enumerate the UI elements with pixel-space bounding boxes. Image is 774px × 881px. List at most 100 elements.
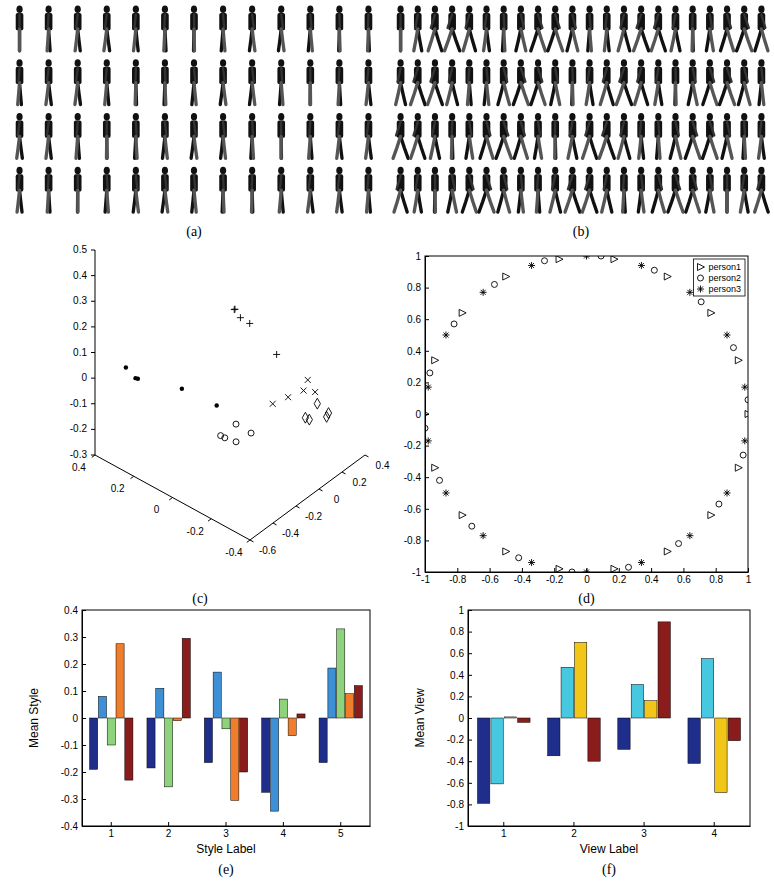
head (569, 59, 575, 67)
tick-label: -0.1 (61, 740, 79, 751)
leg (538, 83, 545, 105)
tick-label: -0.8 (449, 574, 467, 585)
tick-label: 0.5 (73, 244, 87, 255)
leg (674, 83, 678, 105)
arm (602, 122, 607, 135)
arm (568, 176, 572, 189)
head (466, 59, 472, 67)
head (220, 5, 226, 13)
arm (757, 176, 761, 189)
silhouette (721, 5, 734, 50)
head (16, 5, 22, 13)
arm (710, 122, 714, 135)
silhouette (483, 5, 491, 50)
arm (76, 68, 78, 81)
leg (586, 83, 589, 105)
head (518, 5, 524, 13)
head (162, 113, 168, 121)
leg (761, 190, 768, 212)
leg (658, 136, 660, 158)
leg (514, 136, 521, 158)
tick-mark (250, 540, 254, 542)
head (724, 113, 730, 121)
tick-mark (82, 745, 86, 746)
tick-label: -0.3 (70, 449, 88, 460)
leg (76, 136, 78, 158)
arm (710, 15, 712, 28)
arm (338, 122, 340, 135)
head (690, 59, 696, 67)
leg (367, 190, 369, 212)
point (459, 512, 466, 519)
bar (574, 642, 586, 718)
arm (194, 176, 195, 189)
y-axis-title: Mean Style (27, 688, 41, 748)
leg (668, 190, 676, 212)
leg (366, 29, 370, 51)
head (741, 5, 747, 13)
axis: 12345 (83, 822, 371, 839)
tick: 0.2 (407, 377, 429, 388)
tick-label: 0.4 (73, 270, 87, 281)
leg (338, 83, 339, 105)
bar (288, 718, 296, 736)
head (133, 59, 139, 67)
point (491, 281, 497, 287)
arm (658, 176, 662, 189)
bar (240, 718, 248, 772)
head (638, 5, 644, 13)
head (75, 5, 81, 13)
head (365, 167, 371, 175)
head (655, 5, 661, 13)
head (104, 5, 110, 13)
tick-mark (714, 822, 715, 826)
leg (393, 136, 401, 158)
leg (452, 29, 460, 51)
point (583, 256, 590, 260)
silhouette (161, 113, 169, 158)
silhouette (336, 167, 344, 212)
head (501, 113, 507, 121)
arm (193, 15, 196, 28)
arm (710, 68, 714, 81)
y-axis-title: Mean View (413, 688, 427, 747)
head (449, 113, 455, 121)
bar (561, 667, 573, 718)
tick-label: 0.4 (645, 574, 659, 585)
tick-mark (644, 822, 645, 826)
silhouette (16, 59, 24, 104)
silhouette (668, 167, 683, 212)
silhouette (534, 167, 542, 212)
tick-mark (468, 804, 472, 805)
leg (710, 190, 714, 212)
head (724, 167, 730, 175)
leg (309, 136, 311, 158)
point (740, 452, 746, 458)
tick-mark (82, 637, 86, 638)
point (432, 464, 439, 471)
tick-label: -0.1 (70, 398, 88, 409)
leg (693, 83, 697, 105)
silhouette (635, 59, 648, 104)
leg (252, 29, 255, 51)
leg (624, 83, 632, 105)
silhouette (688, 59, 697, 104)
head (483, 59, 489, 67)
head (552, 5, 558, 13)
head (415, 59, 421, 67)
arm (434, 176, 437, 189)
axis-line (95, 455, 250, 540)
leg (761, 83, 763, 105)
image-panel (393, 5, 768, 212)
silhouette (248, 113, 256, 158)
silhouette (306, 167, 314, 212)
silhouette (103, 113, 111, 158)
silhouette (219, 113, 227, 158)
head (365, 113, 371, 121)
tick-mark (91, 455, 95, 456)
leg (572, 29, 577, 51)
tick-mark (91, 352, 95, 353)
silhouette (190, 59, 198, 104)
arm (487, 122, 491, 135)
point (676, 541, 682, 547)
